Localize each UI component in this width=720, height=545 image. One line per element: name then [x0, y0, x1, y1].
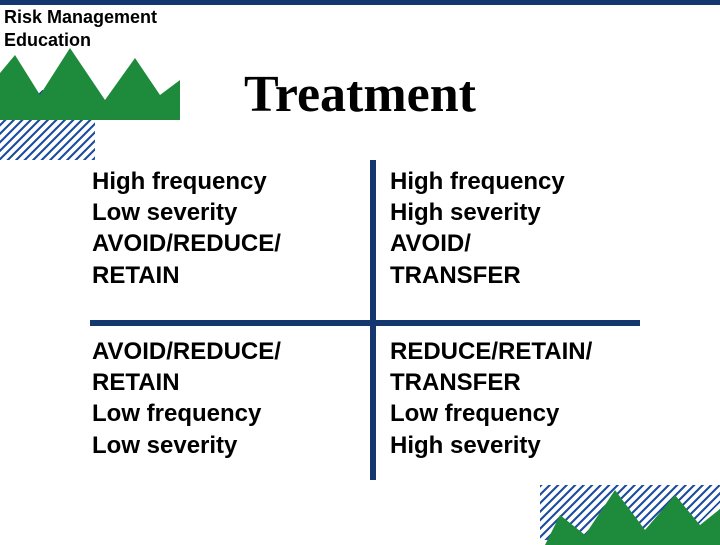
q2-line1: High frequency [390, 168, 565, 195]
matrix-horizontal-divider [90, 320, 640, 326]
q1-line1: High frequency [92, 168, 267, 195]
q4-line3: Low frequency [390, 400, 559, 427]
quadrant-top-left: High frequency Low severity AVOID/REDUCE… [92, 166, 281, 291]
q3-line3: Low frequency [92, 400, 261, 427]
q2-line2: High severity [390, 199, 541, 226]
header-line-1: Risk Management [4, 7, 157, 27]
q4-line2: TRANSFER [390, 369, 521, 396]
q3-line4: Low severity [92, 432, 237, 459]
q4-line1: REDUCE/RETAIN/ [390, 338, 592, 365]
treatment-quadrant-matrix: High frequency Low severity AVOID/REDUCE… [90, 160, 640, 480]
q4-line4: High severity [390, 432, 541, 459]
q2-line4: TRANSFER [390, 262, 521, 289]
q1-line3: AVOID/REDUCE/ [92, 230, 281, 257]
mountain-icon [545, 475, 720, 545]
quadrant-bottom-right: REDUCE/RETAIN/ TRANSFER Low frequency Hi… [390, 336, 592, 461]
q1-line2: Low severity [92, 199, 237, 226]
q2-line3: AVOID/ [390, 230, 471, 257]
quadrant-bottom-left: AVOID/REDUCE/ RETAIN Low frequency Low s… [92, 336, 281, 461]
header-line-2: Education [4, 30, 91, 50]
quadrant-top-right: High frequency High severity AVOID/ TRAN… [390, 166, 565, 291]
page-title: Treatment [0, 65, 720, 124]
q3-line2: RETAIN [92, 369, 180, 396]
header-strip [0, 0, 720, 5]
q1-line4: RETAIN [92, 262, 180, 289]
header-label: Risk Management Education [4, 6, 157, 51]
q3-line1: AVOID/REDUCE/ [92, 338, 281, 365]
